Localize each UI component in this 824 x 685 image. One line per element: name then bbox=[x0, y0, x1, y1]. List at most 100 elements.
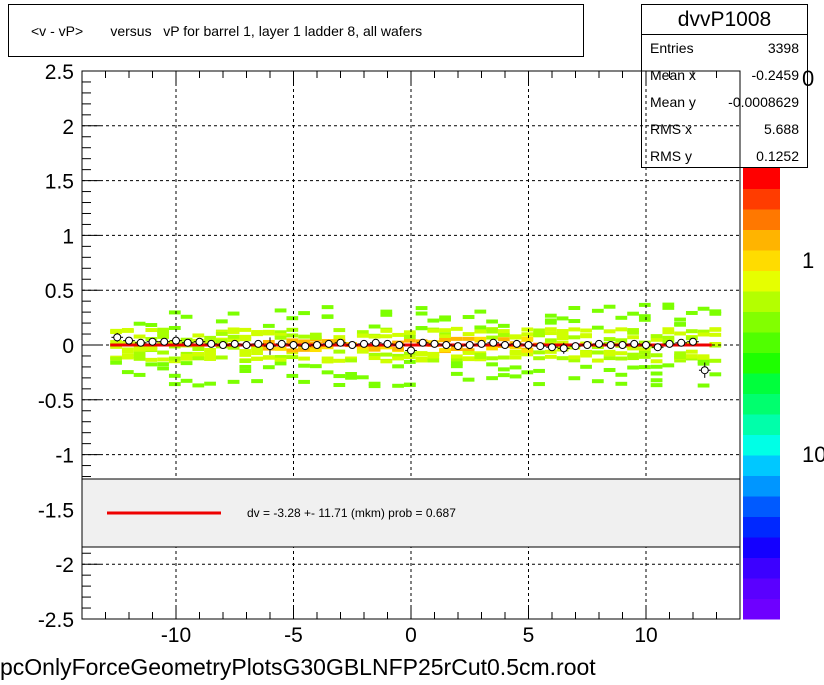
heatmap-cell bbox=[627, 352, 639, 357]
heatmap-cell bbox=[274, 357, 287, 362]
heatmap-cell bbox=[709, 358, 722, 363]
palette-band bbox=[743, 393, 780, 415]
heatmap-cell bbox=[662, 330, 675, 335]
heatmap-cell bbox=[615, 327, 628, 332]
heatmap-cell bbox=[333, 328, 346, 333]
heatmap-cell bbox=[474, 336, 487, 341]
profile-point bbox=[266, 342, 274, 351]
heatmap-cell bbox=[638, 354, 651, 359]
color-palette bbox=[743, 168, 780, 620]
heatmap-cell bbox=[427, 355, 440, 360]
y-tick-label: 1 bbox=[62, 225, 74, 248]
heatmap-cell bbox=[697, 355, 710, 360]
profile-point bbox=[465, 341, 474, 349]
heatmap-cell bbox=[274, 333, 287, 338]
heatmap-cell bbox=[180, 378, 193, 383]
heatmap-cell bbox=[627, 356, 639, 361]
heatmap-cell bbox=[133, 372, 146, 377]
heatmap-cell bbox=[697, 383, 710, 388]
heatmap-cell bbox=[427, 328, 440, 333]
heatmap-cell bbox=[662, 305, 675, 310]
heatmap-cell bbox=[603, 337, 616, 342]
heatmap-cell bbox=[133, 347, 146, 352]
heatmap-cell bbox=[157, 334, 169, 339]
heatmap-cell bbox=[450, 371, 463, 376]
heatmap-cell bbox=[450, 354, 463, 359]
heatmap-cell bbox=[133, 321, 146, 326]
profile-point bbox=[501, 341, 509, 349]
fit-legend: dv = -3.28 +- 11.71 (mkm) prob = 0.687 bbox=[81, 478, 741, 548]
heatmap-cell bbox=[192, 354, 205, 359]
stats-row-entries: Entries 3398 bbox=[642, 35, 807, 62]
heatmap-cell bbox=[509, 355, 522, 360]
heatmap-cell bbox=[486, 356, 498, 361]
x-tick-label: 0 bbox=[405, 624, 417, 647]
heatmap-cell bbox=[627, 365, 639, 370]
heatmap-cell bbox=[133, 354, 146, 359]
heatmap-cell bbox=[674, 358, 686, 363]
heatmap-cell bbox=[403, 330, 416, 335]
heatmap-cell bbox=[274, 346, 287, 351]
heatmap-cell bbox=[192, 333, 205, 338]
heatmap-cell bbox=[321, 359, 334, 364]
heatmap-cell bbox=[521, 327, 534, 332]
x-tick-label: 5 bbox=[523, 624, 535, 647]
profile-point bbox=[583, 341, 592, 349]
heatmap-cell bbox=[627, 311, 639, 316]
heatmap-cell bbox=[497, 337, 510, 342]
heatmap-cell bbox=[474, 329, 487, 334]
y-tick-label: -1.5 bbox=[38, 499, 74, 522]
heatmap-cell bbox=[568, 319, 581, 324]
heatmap-cell bbox=[497, 355, 510, 360]
stats-label: Entries bbox=[650, 40, 694, 56]
heatmap-cell bbox=[685, 310, 698, 315]
heatmap-cell bbox=[145, 347, 158, 352]
heatmap-cell bbox=[168, 382, 181, 387]
profile-point bbox=[289, 341, 298, 349]
heatmap-cell bbox=[227, 379, 240, 384]
heatmap-cell bbox=[603, 349, 616, 354]
heatmap-cell bbox=[145, 357, 158, 362]
heatmap-cell bbox=[615, 351, 628, 356]
heatmap-cell bbox=[227, 337, 240, 342]
heatmap-cell bbox=[403, 355, 416, 360]
heatmap-cell bbox=[192, 356, 205, 361]
heatmap-cell bbox=[497, 323, 510, 328]
heatmap-cell bbox=[274, 308, 287, 313]
heatmap-cell bbox=[239, 358, 252, 363]
heatmap-cell bbox=[121, 370, 134, 375]
heatmap-cell bbox=[650, 364, 663, 369]
profile-point bbox=[195, 337, 204, 346]
heatmap-cell bbox=[591, 358, 604, 363]
palette-band bbox=[743, 270, 780, 292]
palette-band bbox=[743, 188, 780, 210]
heatmap-cell bbox=[380, 309, 393, 314]
heatmap-cell bbox=[133, 334, 146, 339]
heatmap-cell bbox=[591, 325, 604, 330]
heatmap-cell bbox=[556, 329, 569, 334]
heatmap-cell bbox=[591, 379, 604, 384]
heatmap-cell bbox=[544, 354, 557, 359]
heatmap-cell bbox=[556, 356, 569, 361]
y-tick-label: 2.5 bbox=[45, 61, 74, 84]
heatmap-cell bbox=[697, 361, 710, 366]
heatmap-cell bbox=[427, 358, 440, 363]
heatmap-cell bbox=[533, 356, 545, 361]
profile-point bbox=[136, 338, 145, 347]
heatmap-cell bbox=[145, 345, 158, 350]
heatmap-cell bbox=[544, 340, 557, 345]
heatmap-cell bbox=[368, 384, 381, 389]
heatmap-cell bbox=[356, 375, 369, 380]
heatmap-cell bbox=[474, 354, 487, 359]
palette-label: 10 bbox=[802, 442, 824, 467]
heatmap-cell bbox=[533, 331, 545, 336]
heatmap-cell bbox=[674, 351, 686, 356]
heatmap-cell bbox=[533, 350, 545, 355]
heatmap-cell bbox=[380, 328, 393, 333]
profile-point bbox=[689, 337, 697, 346]
profile-point bbox=[219, 341, 227, 349]
heatmap-cell bbox=[450, 336, 463, 341]
heatmap-cell bbox=[544, 327, 557, 332]
heatmap-cell bbox=[215, 355, 228, 360]
profile-point bbox=[301, 342, 310, 351]
